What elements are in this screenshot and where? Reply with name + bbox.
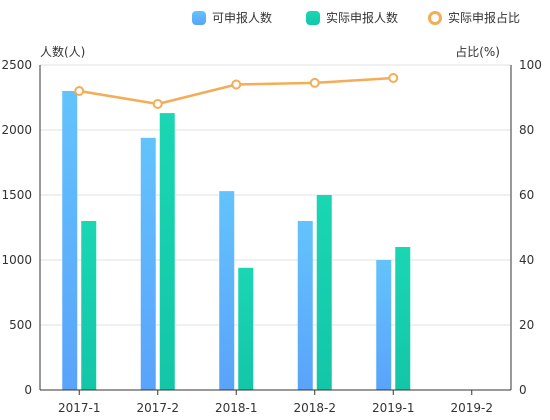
x-tick-label: 2019-2 bbox=[450, 401, 493, 415]
bar-0-2017-1 bbox=[62, 91, 78, 390]
x-tick-label: 2018-2 bbox=[293, 401, 336, 415]
line-point bbox=[74, 86, 85, 96]
y2-tick-label: 80 bbox=[519, 123, 534, 137]
bar-1-2017-1 bbox=[81, 221, 97, 390]
y-tick-label: 1000 bbox=[1, 253, 32, 267]
y2-tick-label: 60 bbox=[519, 188, 534, 202]
gridlines bbox=[40, 64, 511, 326]
x-axis-ticks: 2017-1 2017-2 2018-1 2018-2 2019-1 2019-2 bbox=[58, 390, 493, 415]
y2-axis-title: 占比(%) bbox=[455, 44, 500, 59]
legend: 可申报人数 实际申报人数 实际申报占比 bbox=[192, 10, 520, 25]
y-axis-title: 人数(人) bbox=[40, 44, 85, 59]
line-point bbox=[309, 77, 320, 88]
bar-0-2019-1 bbox=[376, 260, 392, 390]
axis-titles: 人数(人) 占比(%) bbox=[40, 44, 500, 59]
x-tick-label: 2018-1 bbox=[215, 401, 258, 415]
bar-0-2018-2 bbox=[297, 221, 313, 390]
bar-1-2018-2 bbox=[316, 195, 332, 390]
bar-0-2018-1 bbox=[219, 191, 235, 390]
x-tick-label: 2017-2 bbox=[136, 401, 179, 415]
y-tick-label: 2000 bbox=[1, 123, 32, 137]
bar-1-2018-1 bbox=[238, 267, 254, 390]
legend-label: 可申报人数 bbox=[212, 10, 272, 25]
bar-0-2017-2 bbox=[140, 137, 156, 390]
bar-1-2017-2 bbox=[159, 113, 175, 390]
y2-axis-ticks: 0 20 40 60 80 100 bbox=[519, 58, 542, 397]
y2-tick-label: 40 bbox=[519, 253, 534, 267]
y-tick-label: 2500 bbox=[1, 58, 32, 72]
line-point bbox=[152, 99, 163, 109]
legend-swatch bbox=[428, 11, 442, 25]
line-point bbox=[231, 79, 242, 90]
legend-swatch bbox=[192, 11, 206, 25]
legend-label: 实际申报人数 bbox=[326, 10, 398, 25]
line-series bbox=[74, 73, 399, 109]
x-tick-label: 2017-1 bbox=[58, 401, 101, 415]
line-point bbox=[388, 73, 399, 83]
bar-1-2019-1 bbox=[395, 247, 411, 390]
y-axis-ticks: 0 500 1000 1500 2000 2500 bbox=[1, 58, 32, 397]
y-tick-label: 1500 bbox=[1, 188, 32, 202]
y-tick-label: 0 bbox=[24, 383, 32, 397]
y2-tick-label: 100 bbox=[519, 58, 542, 72]
y-tick-label: 500 bbox=[9, 318, 32, 332]
legend-label: 实际申报占比 bbox=[448, 10, 520, 25]
y2-tick-label: 0 bbox=[519, 383, 527, 397]
bars bbox=[62, 91, 411, 390]
x-tick-label: 2019-1 bbox=[372, 401, 415, 415]
y2-tick-label: 20 bbox=[519, 318, 534, 332]
legend-item[interactable]: 实际申报占比 bbox=[428, 10, 521, 25]
legend-swatch bbox=[306, 11, 320, 25]
axes bbox=[39, 65, 512, 391]
legend-item[interactable]: 实际申报人数 bbox=[306, 10, 398, 25]
legend-item[interactable]: 可申报人数 bbox=[192, 10, 272, 25]
